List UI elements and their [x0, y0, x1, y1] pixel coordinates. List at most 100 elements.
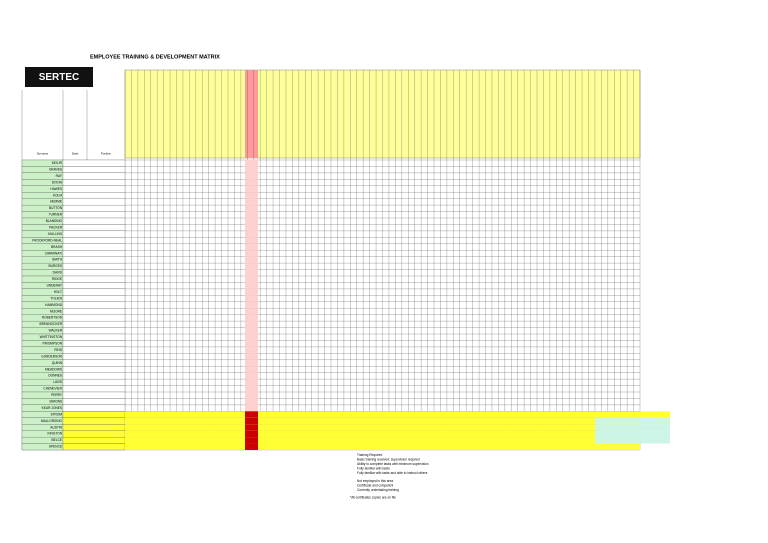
red-cell [245, 269, 258, 276]
state-cell [62, 443, 126, 451]
legend-item: Basic training received: supervision req… [357, 457, 420, 461]
employee-name: BLANDING [46, 219, 63, 223]
blue-cell [595, 437, 670, 444]
highlight-row [125, 437, 640, 444]
legend-item: Currently undertaking training [357, 488, 399, 492]
legend-item: Ability to complete tasks with minimum s… [357, 462, 429, 466]
state-cell [62, 372, 126, 380]
employee-name: WHITTINGTON [40, 335, 63, 339]
state-cell [62, 353, 126, 360]
employee-name: WALKER [49, 329, 63, 333]
employee-name: RAY [56, 174, 63, 178]
employee-name: CARMINATI [45, 251, 62, 255]
state-cell [62, 192, 126, 199]
red-cell [245, 192, 258, 199]
employee-name: MOORE [50, 309, 62, 313]
employee-name: HOLT [54, 290, 62, 294]
highlight-row [125, 424, 640, 431]
blue-cell [595, 430, 670, 438]
employee-name: LAVIS [53, 380, 62, 384]
red-cell [245, 263, 258, 270]
state-cell [62, 436, 126, 444]
state-cell [62, 217, 126, 225]
red-cell [245, 353, 258, 360]
state-cell [62, 185, 126, 193]
employee-name: PIROMPSON [43, 342, 63, 346]
red-cell [245, 276, 258, 283]
state-cell [62, 198, 126, 206]
employee-name: STROM [50, 412, 62, 416]
red-cell [245, 379, 258, 386]
state-cell [62, 230, 126, 238]
red-cell [245, 327, 258, 334]
employee-name: CHENEVIER [43, 387, 62, 391]
state-cell [62, 366, 126, 373]
state-cell [62, 288, 126, 296]
legend-item: Training Required [357, 453, 382, 457]
red-cell [245, 243, 258, 251]
employee-name: TURNER [49, 213, 63, 217]
red-cell [245, 172, 258, 180]
red-cell [245, 301, 258, 309]
red-cell [245, 166, 258, 173]
employee-name: MEADOWS [45, 367, 62, 371]
highlight-band [640, 411, 670, 418]
employee-name: SPENCE [49, 445, 62, 449]
legend-item: Fully familiar with tasks and able to in… [357, 471, 428, 475]
red-cell [245, 366, 258, 373]
red-cell [245, 282, 258, 289]
highlight-row [125, 417, 640, 425]
employee-name: MOLIR [52, 161, 63, 165]
state-cell [62, 308, 126, 315]
column-label: Position [101, 152, 111, 156]
state-cell [62, 211, 126, 219]
red-cell [245, 346, 258, 354]
employee-name: BRENNOCKER [40, 322, 63, 326]
state-cell [62, 314, 126, 322]
state-cell [62, 411, 126, 418]
employee-name: RIDGE [52, 277, 62, 281]
red-cell [245, 230, 258, 238]
red-cell [245, 314, 258, 322]
state-cell [62, 378, 126, 386]
employee-name: KINGTON [48, 432, 63, 436]
state-cell [62, 320, 126, 328]
employee-name: PACKER [49, 226, 63, 230]
state-cell [62, 398, 126, 406]
red-cell [245, 430, 258, 438]
state-cell [62, 430, 126, 438]
red-cell [245, 424, 258, 431]
state-cell [62, 346, 126, 354]
employee-name: GRAVES [49, 168, 62, 172]
employee-name: BURGES [49, 264, 62, 268]
red-cell [245, 250, 258, 257]
state-cell [62, 166, 126, 174]
state-cell [62, 327, 126, 335]
state-cell [62, 424, 126, 431]
state-cell [62, 391, 126, 399]
red-cell [245, 398, 258, 405]
state-cell [62, 333, 126, 341]
state-cell [62, 159, 126, 167]
employee-name: HAWES [50, 187, 62, 191]
red-cell [245, 160, 258, 167]
logo: SERTEC [39, 72, 80, 83]
red-cell [245, 334, 258, 341]
employee-name: QUINN [52, 361, 63, 365]
employee-name: DONNES [48, 374, 62, 378]
state-cell [62, 417, 126, 425]
red-cell [245, 443, 258, 450]
legend-item: Not employed in this area [357, 479, 393, 483]
employee-name: GUNDERSON [41, 354, 62, 358]
logo-box [25, 67, 93, 87]
red-cell [245, 340, 258, 347]
state-cell [62, 250, 126, 257]
red-cell [245, 205, 258, 212]
state-cell [62, 172, 126, 180]
state-cell [62, 224, 126, 232]
employee-name: DIXON [52, 180, 63, 184]
employee-name: UNDERAY [47, 284, 63, 288]
employee-name: BUTTON [49, 206, 63, 210]
state-cell [62, 404, 126, 412]
